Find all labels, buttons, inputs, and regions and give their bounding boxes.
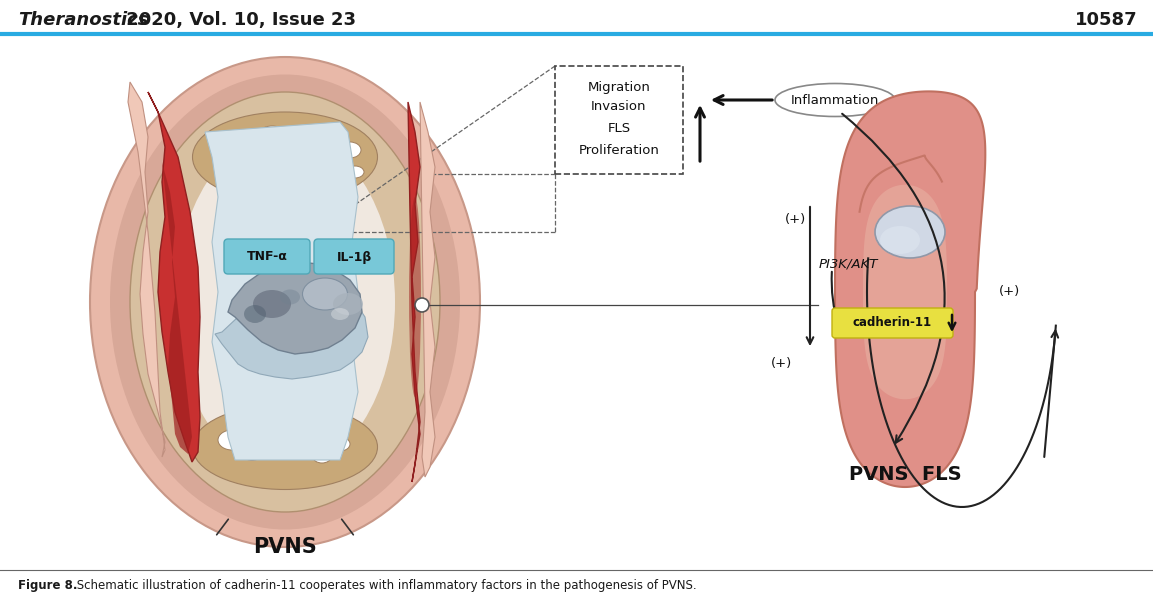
Polygon shape [148,92,199,462]
Text: Migration: Migration [588,81,650,94]
Ellipse shape [312,451,331,463]
Ellipse shape [301,132,329,152]
Text: PVNS: PVNS [254,537,317,557]
Text: 10587: 10587 [1076,11,1138,29]
Ellipse shape [280,289,300,305]
Polygon shape [163,162,193,454]
Text: Proliferation: Proliferation [579,143,660,157]
Ellipse shape [257,126,287,148]
Ellipse shape [130,92,440,512]
Ellipse shape [296,165,314,179]
Ellipse shape [277,149,299,165]
Polygon shape [128,82,165,457]
Ellipse shape [302,278,347,310]
FancyBboxPatch shape [555,66,683,174]
Ellipse shape [775,83,895,116]
Ellipse shape [257,168,273,180]
Polygon shape [205,122,357,460]
Polygon shape [214,290,368,379]
Text: (+): (+) [771,357,792,370]
Ellipse shape [244,305,266,323]
Ellipse shape [175,132,395,472]
Text: cadherin-11: cadherin-11 [852,316,932,329]
Text: PVNS  FLS: PVNS FLS [849,465,962,483]
Ellipse shape [218,430,246,450]
Ellipse shape [409,197,421,397]
Text: Figure 8.: Figure 8. [18,580,77,592]
Ellipse shape [339,142,361,158]
Ellipse shape [321,157,340,171]
Text: (+): (+) [784,214,806,226]
Polygon shape [408,102,420,482]
Ellipse shape [875,206,945,258]
Ellipse shape [214,132,246,156]
Ellipse shape [278,445,297,459]
Polygon shape [835,91,986,487]
FancyBboxPatch shape [832,308,954,338]
Text: (+): (+) [1000,286,1020,299]
Text: Theranostics: Theranostics [18,11,149,29]
Circle shape [415,298,429,312]
Text: Schematic illustration of cadherin-11 cooperates with inflammatory factors in th: Schematic illustration of cadherin-11 co… [73,580,696,592]
Ellipse shape [110,75,460,529]
Ellipse shape [256,425,280,443]
Ellipse shape [193,112,377,202]
Ellipse shape [331,308,349,320]
Text: Inflammation: Inflammation [791,94,880,106]
Text: Invasion: Invasion [591,100,647,113]
Ellipse shape [333,293,363,315]
FancyBboxPatch shape [314,239,394,274]
Ellipse shape [346,166,364,178]
Ellipse shape [239,155,257,169]
Polygon shape [228,262,362,354]
Text: PI3K/AKT: PI3K/AKT [819,258,877,271]
Ellipse shape [193,405,377,490]
Text: IL-1β: IL-1β [337,250,371,264]
Ellipse shape [90,57,480,547]
Ellipse shape [253,290,291,318]
Ellipse shape [880,226,920,254]
Text: TNF-α: TNF-α [247,250,287,264]
Polygon shape [420,102,435,477]
Ellipse shape [294,430,316,446]
Text: 2020, Vol. 10, Issue 23: 2020, Vol. 10, Issue 23 [120,11,356,29]
Polygon shape [862,185,947,399]
FancyBboxPatch shape [224,239,310,274]
Ellipse shape [243,447,261,460]
Text: FLS: FLS [608,122,631,135]
Ellipse shape [330,437,351,451]
